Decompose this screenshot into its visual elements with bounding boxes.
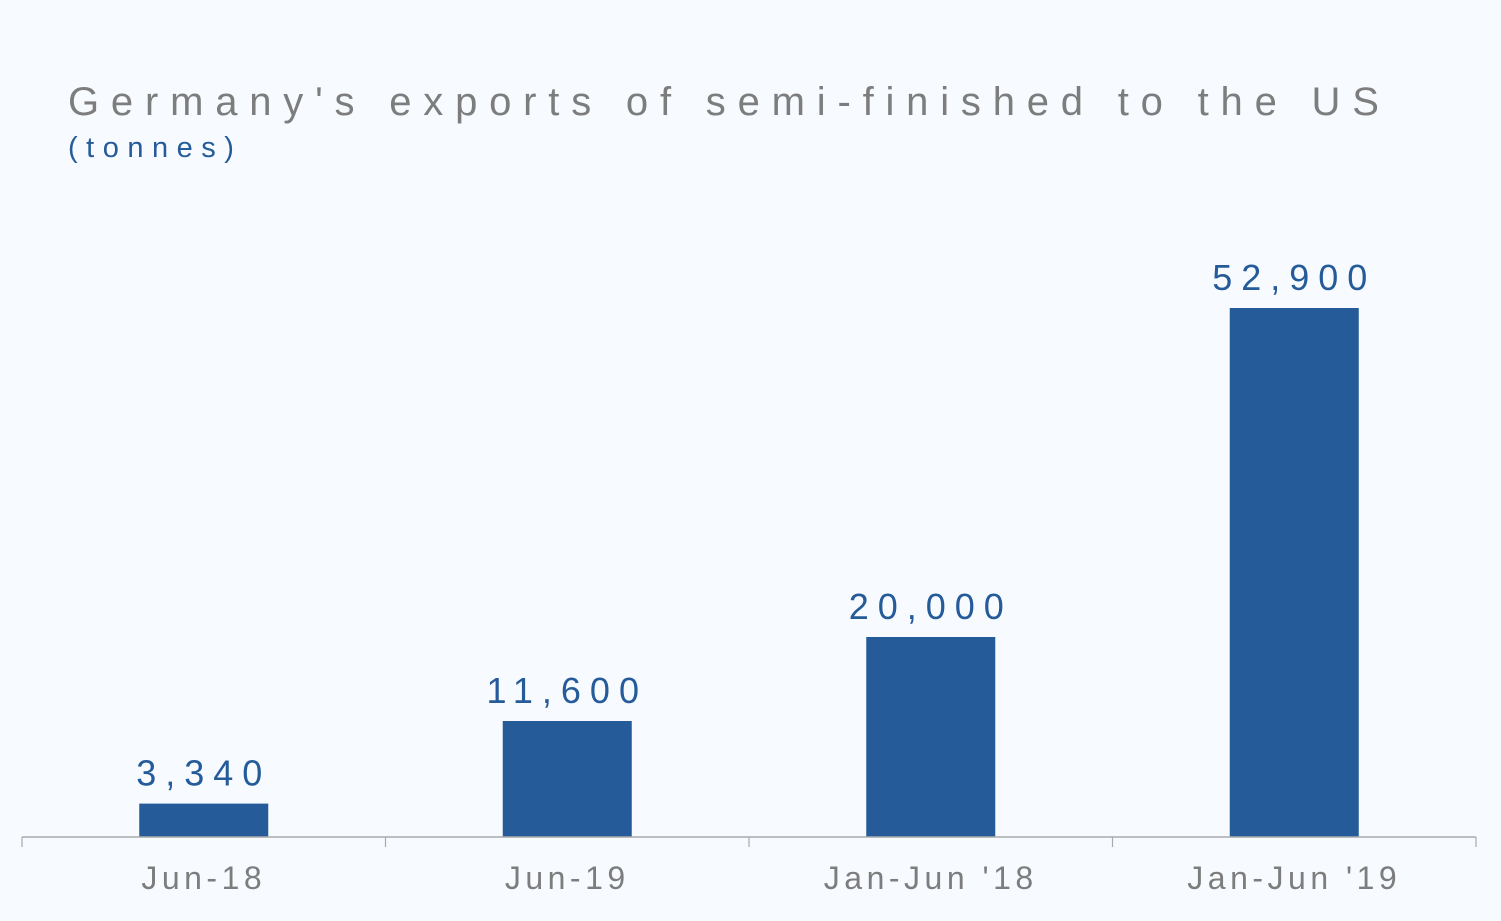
bar: [139, 803, 269, 837]
bar-value-label: 20,000: [849, 586, 1013, 627]
x-axis-ticks: [21, 837, 1477, 847]
bar: [1229, 308, 1359, 837]
chart-title: Germany's exports of semi-finished to th…: [68, 80, 1391, 124]
x-tick-label: Jun-18: [141, 860, 266, 896]
x-tick-label: Jun-19: [505, 860, 630, 896]
category-labels-layer: Jun-18 Jun-19 Jan-Jun '18 Jan-Jun '19: [141, 860, 1401, 896]
chart-subtitle: (tonnes): [68, 132, 243, 164]
x-tick-label: Jan-Jun '19: [1187, 860, 1401, 896]
x-tick-label: Jan-Jun '18: [824, 860, 1038, 896]
value-labels-layer: 3,340 11,600 20,000 52,900: [136, 257, 1376, 794]
bar: [502, 721, 632, 837]
bar: [866, 637, 996, 837]
bars-layer: [139, 308, 1359, 837]
bar-value-label: 11,600: [487, 670, 648, 711]
bar-value-label: 52,900: [1212, 257, 1376, 298]
bar-value-label: 3,340: [136, 753, 271, 794]
